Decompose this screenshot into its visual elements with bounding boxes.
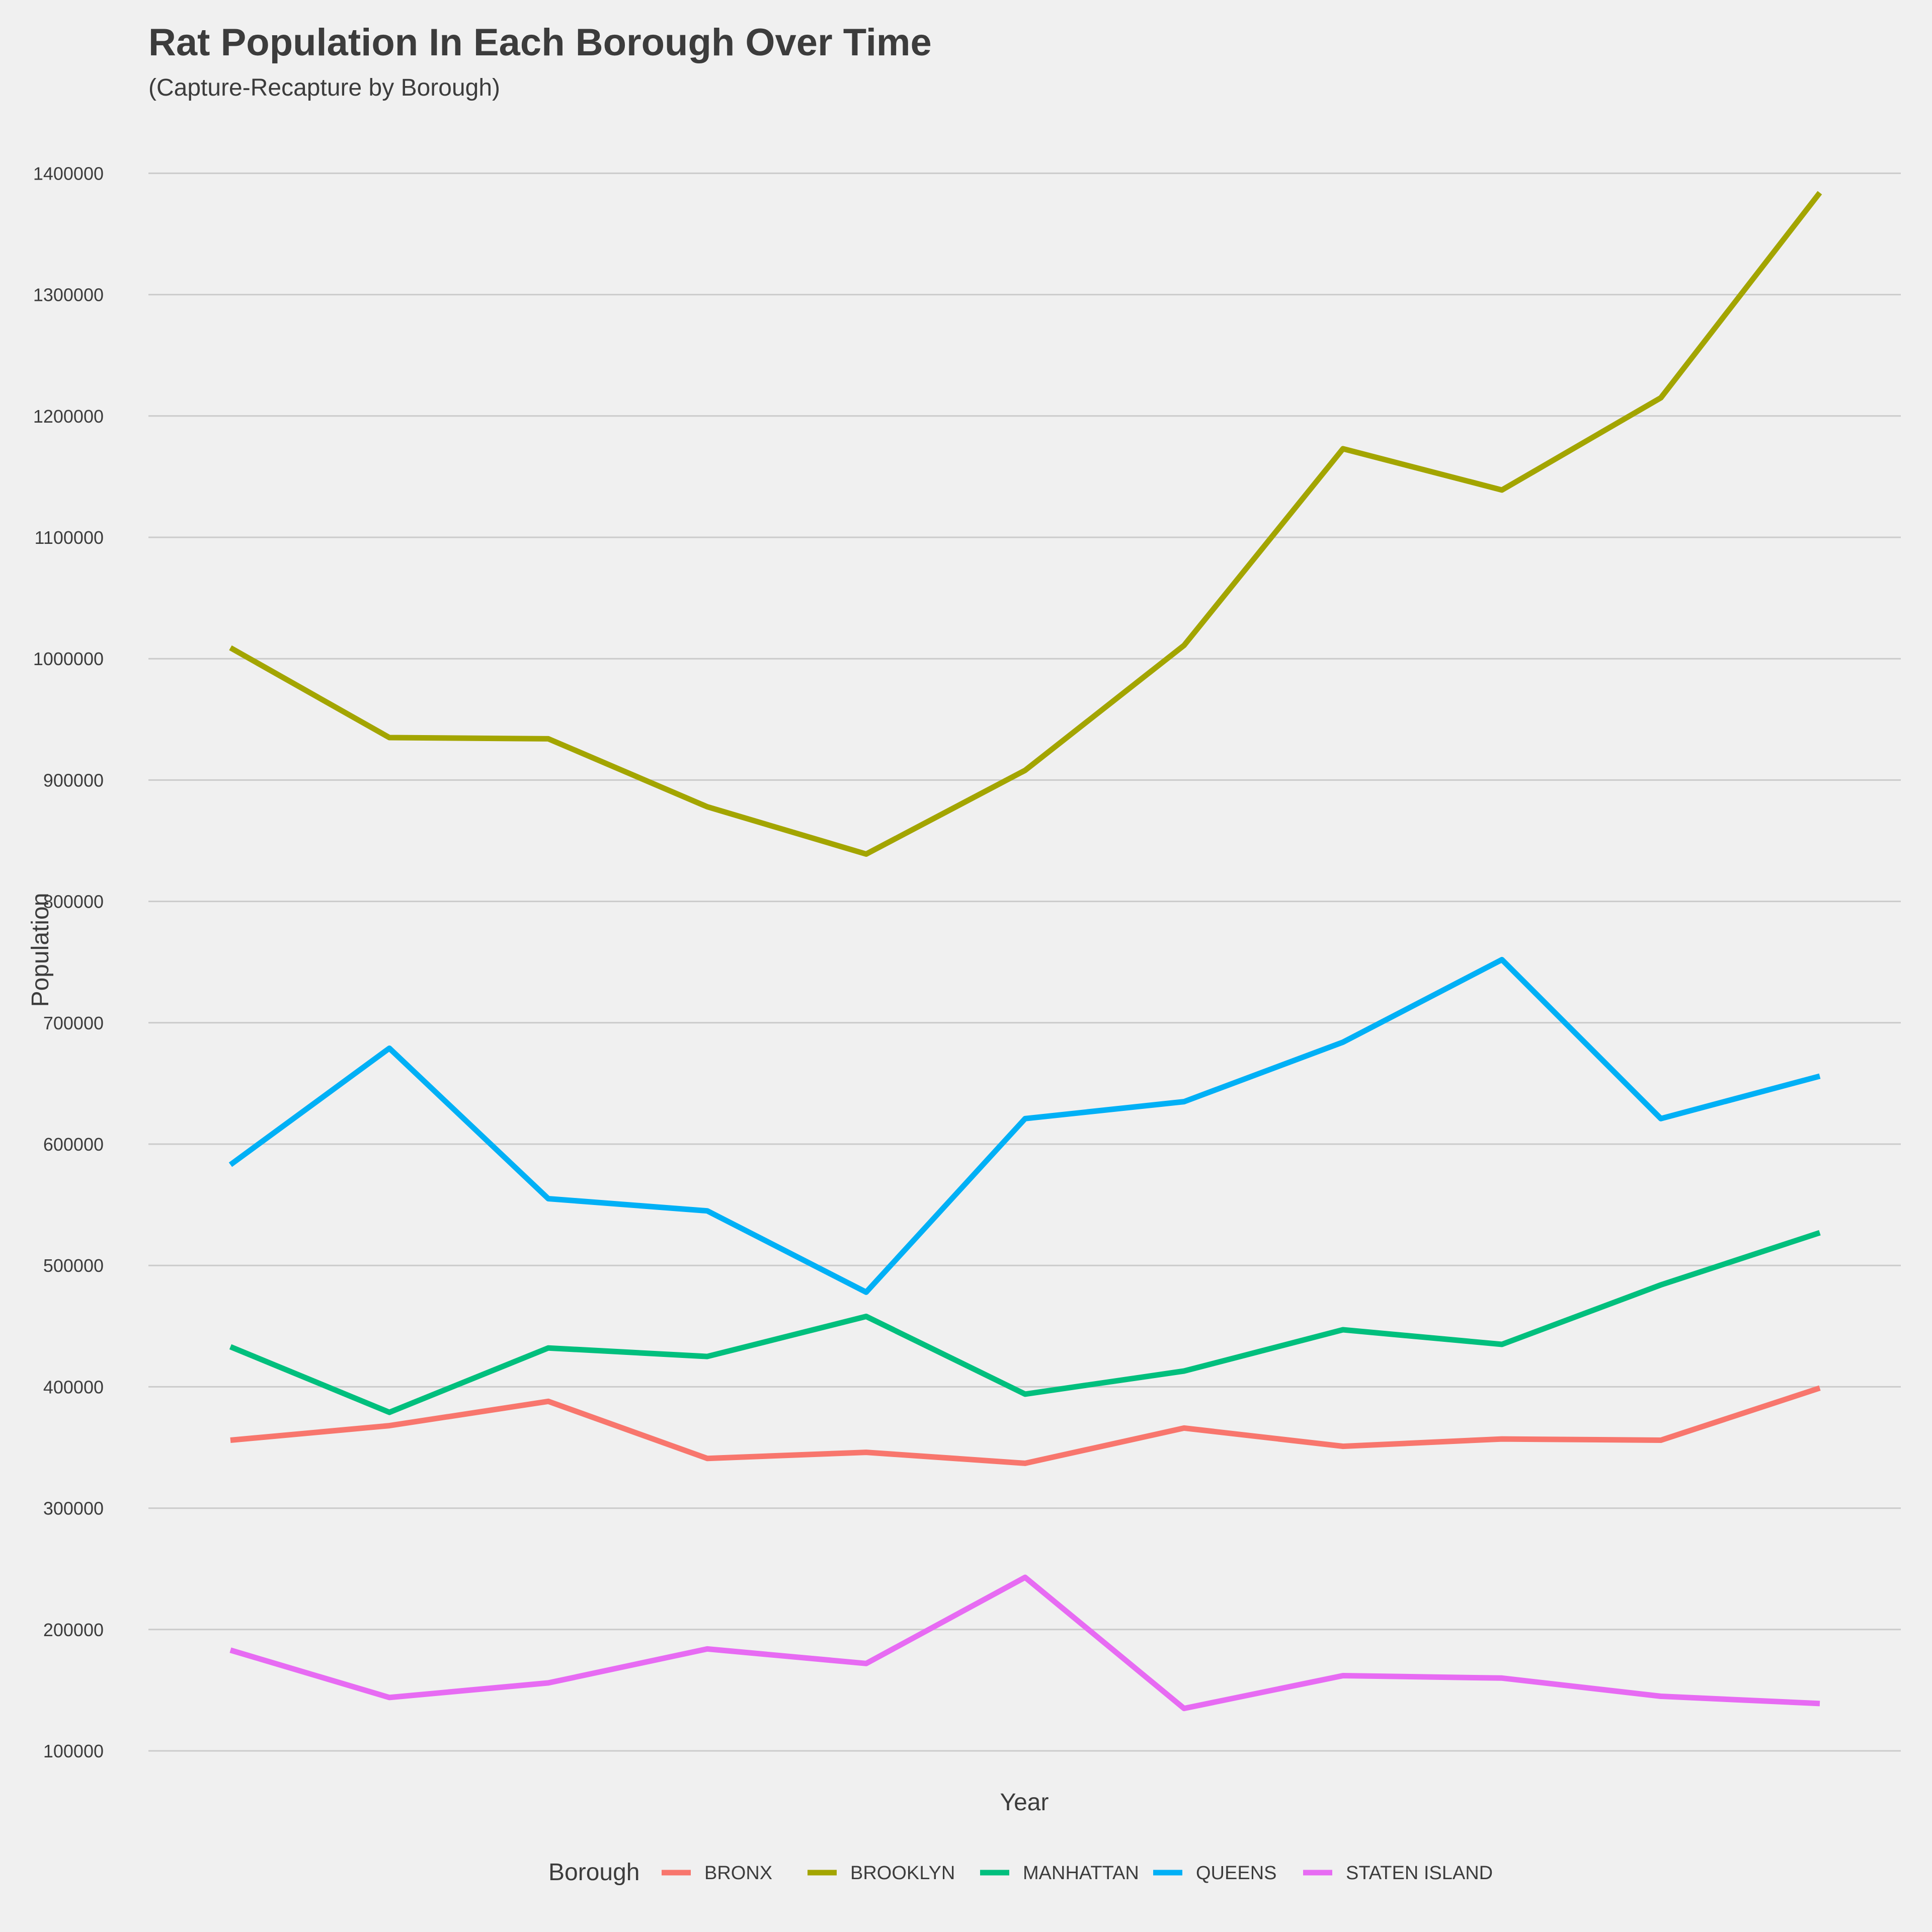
y-tick-label: 100000: [43, 1741, 104, 1761]
y-tick-label: 300000: [43, 1498, 104, 1519]
legend-label-manhattan: MANHATTAN: [1023, 1863, 1139, 1884]
x-axis-title: Year: [1000, 1789, 1049, 1816]
y-tick-label: 900000: [43, 770, 104, 790]
chart-title: Rat Population In Each Borough Over Time: [148, 21, 932, 64]
y-tick-label: 400000: [43, 1377, 104, 1397]
y-tick-label: 200000: [43, 1620, 104, 1640]
y-tick-label: 1300000: [33, 285, 104, 305]
y-tick-label: 1200000: [33, 406, 104, 427]
y-tick-label: 600000: [43, 1134, 104, 1155]
y-tick-label: 500000: [43, 1255, 104, 1276]
y-axis-tick-labels: 100000 200000 300000 400000 500000 600000 7000…: [33, 163, 104, 1761]
data-series: [228, 191, 1822, 1712]
series-line-bronx: [230, 1385, 1821, 1466]
legend-title: Borough: [548, 1859, 639, 1886]
legend-label-staten-island: STATEN ISLAND: [1346, 1863, 1493, 1884]
y-tick-label: 1400000: [33, 163, 104, 184]
legend-label-brooklyn: BROOKLYN: [850, 1863, 955, 1884]
y-tick-label: 1100000: [35, 527, 104, 548]
gridlines: [148, 172, 1901, 1752]
y-tick-label: 800000: [43, 892, 104, 912]
legend-label-bronx: BRONX: [704, 1863, 772, 1884]
legend-label-queens: QUEENS: [1196, 1863, 1276, 1884]
legend: Borough BRONX BROOKLYN MANHATTAN QUEENS STAT…: [548, 1859, 1493, 1886]
series-line-brooklyn: [229, 191, 1822, 857]
series-line-staten-island: [229, 1574, 1820, 1712]
series-line-manhattan: [229, 1230, 1821, 1415]
series-line-queens: [228, 956, 1821, 1295]
y-tick-label: 700000: [43, 1013, 104, 1033]
y-axis-title: Population: [27, 893, 54, 1007]
y-tick-label: 1000000: [33, 649, 104, 669]
chart-subtitle: (Capture-Recapture by Borough): [148, 74, 500, 101]
